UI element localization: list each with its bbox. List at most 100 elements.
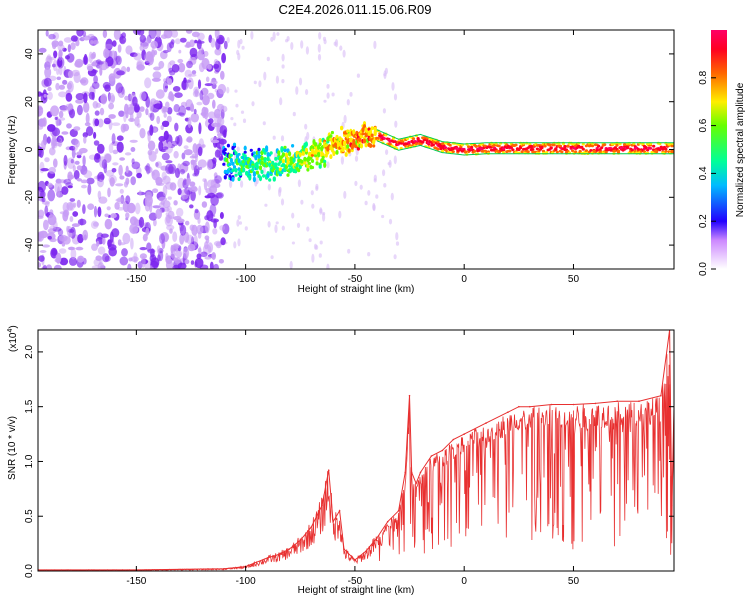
spectrogram-noise-blob: [125, 177, 130, 185]
spectrogram-noise-blob: [102, 236, 106, 245]
spectrogram-signal-cell: [558, 144, 563, 148]
spectrogram-signal-cell: [303, 161, 307, 165]
spectrogram-noise-blob: [176, 218, 185, 224]
spectrogram-noise-blob: [55, 252, 62, 264]
spectrogram-noise-blob: [121, 248, 128, 257]
spectrogram-noise-blob: [65, 103, 74, 111]
spectrogram-signal-cell: [595, 147, 599, 150]
spectrogram-noise-blob: [331, 92, 335, 97]
spectrogram-noise-blob: [311, 253, 315, 263]
spectrogram-noise-blob: [201, 144, 206, 148]
spectrogram-y-label: Frequency (Hz): [7, 116, 18, 185]
spectrogram-noise-blob: [280, 135, 285, 142]
spectrogram-noise-blob: [38, 47, 47, 53]
spectrogram-signal-cell: [257, 151, 261, 154]
spectrogram-signal-cell: [303, 156, 307, 163]
spectrogram-noise-blob: [108, 114, 116, 119]
spectrogram-noise-blob: [205, 187, 212, 194]
spectrogram-signal-cell: [346, 143, 350, 150]
spectrogram-noise-blob: [104, 84, 111, 92]
spectrogram-noise-blob: [210, 80, 218, 85]
spectrogram-noise-blob: [129, 52, 138, 57]
spectrogram-noise-blob: [347, 248, 351, 254]
spectrogram-signal-cell: [347, 148, 351, 153]
spectrogram-noise-blob: [176, 112, 185, 116]
spectrogram-noise-blob: [94, 110, 100, 116]
spectrogram-noise-blob: [203, 50, 209, 57]
spectrogram-signal-cell: [243, 150, 247, 154]
spectrogram-noise-blob: [375, 194, 379, 199]
spectrogram-noise-blob: [213, 172, 218, 179]
spectrogram-signal-cell: [555, 150, 559, 154]
spectrogram-noise-blob: [49, 209, 54, 215]
colorbar-label: Normalized spectral amplitude: [735, 82, 746, 217]
spectrogram-noise-blob: [93, 258, 101, 267]
spectrogram-signal-cell: [439, 147, 443, 151]
spectrogram-signal-cell: [463, 150, 468, 154]
spectrogram-signal-cell: [574, 150, 578, 154]
spectrogram-signal-cell: [252, 176, 256, 183]
spectrogram-noise-blob: [281, 64, 285, 69]
spectrogram-noise-blob: [220, 237, 226, 246]
spectrogram-noise-blob: [69, 128, 78, 138]
spectrogram-signal-cell: [332, 150, 336, 157]
spectrogram-x-ticks: -150 -100 -50 0 50: [126, 30, 579, 285]
spectrogram-noise-blob: [349, 92, 353, 97]
spectrogram-noise-blob: [190, 112, 199, 123]
spectrogram-noise-blob: [210, 139, 220, 144]
spectrogram-noise-blob: [115, 55, 122, 66]
spectrogram-noise-blob: [186, 136, 193, 143]
spectrogram-signal-cell: [630, 148, 634, 152]
spectrogram-noise-blob: [179, 37, 187, 43]
spectrogram-noise-blob: [63, 37, 73, 43]
spectrogram-heat: [38, 30, 674, 269]
spectrogram-noise-blob: [120, 123, 126, 133]
spectrogram-noise-blob: [183, 149, 193, 156]
spectrogram-noise-blob: [235, 103, 239, 108]
spectrogram-noise-blob: [194, 257, 204, 269]
spectrogram-noise-blob: [69, 108, 75, 119]
spectrogram-noise-blob: [166, 115, 172, 123]
spectrogram-noise-blob: [219, 138, 227, 145]
spectrogram-noise-blob: [147, 248, 156, 254]
spectrogram-noise-blob: [100, 233, 109, 238]
spectrogram-signal-cell: [252, 172, 256, 177]
spectrogram-signal-cell: [364, 142, 368, 148]
spectrogram-noise-blob: [383, 183, 387, 188]
spectrogram-signal-cell: [251, 168, 255, 172]
spectrogram-noise-blob: [156, 115, 161, 125]
spectrogram-noise-blob: [319, 240, 323, 245]
spectrogram-noise-blob: [52, 32, 60, 41]
spectrogram-y-tick-label: 20: [24, 96, 35, 108]
spectrogram-noise-blob: [145, 163, 151, 175]
spectrogram-noise-blob: [210, 38, 216, 48]
spectrogram-signal-cell: [310, 165, 315, 170]
spectrogram-noise-blob: [144, 77, 152, 89]
snr-data-point: [354, 559, 356, 561]
spectrogram-noise-blob: [311, 203, 315, 209]
spectrogram-noise-blob: [194, 39, 198, 44]
spectrogram-noise-blob: [150, 49, 156, 58]
spectrogram-noise-blob: [40, 168, 49, 172]
spectrogram-signal-cell: [535, 147, 540, 151]
spectrogram-noise-blob: [211, 122, 219, 128]
spectrogram-signal-cell: [262, 174, 266, 178]
spectrogram-noise-blob: [165, 181, 174, 190]
spectrogram-noise-blob: [278, 186, 282, 193]
spectrogram-signal-cell: [301, 151, 305, 156]
spectrogram-noise-blob: [118, 242, 126, 246]
spectrogram-signal-cell: [258, 165, 263, 169]
spectrogram-noise-blob: [191, 31, 200, 38]
spectrogram-noise-blob: [134, 202, 141, 215]
spectrogram-signal-cell: [414, 142, 419, 146]
spectrogram-y-tick-label: 40: [24, 48, 35, 60]
spectrogram-signal-cell: [372, 139, 376, 145]
spectrogram-noise-blob: [285, 39, 289, 43]
spectrogram-noise-blob: [165, 160, 173, 164]
spectrogram-noise-blob: [97, 246, 106, 255]
spectrogram-x-tick-label: 0: [461, 274, 467, 285]
spectrogram-noise-blob: [315, 186, 319, 191]
spectrogram-noise-blob: [339, 45, 343, 51]
snr-x-tick-label: -50: [348, 576, 363, 587]
